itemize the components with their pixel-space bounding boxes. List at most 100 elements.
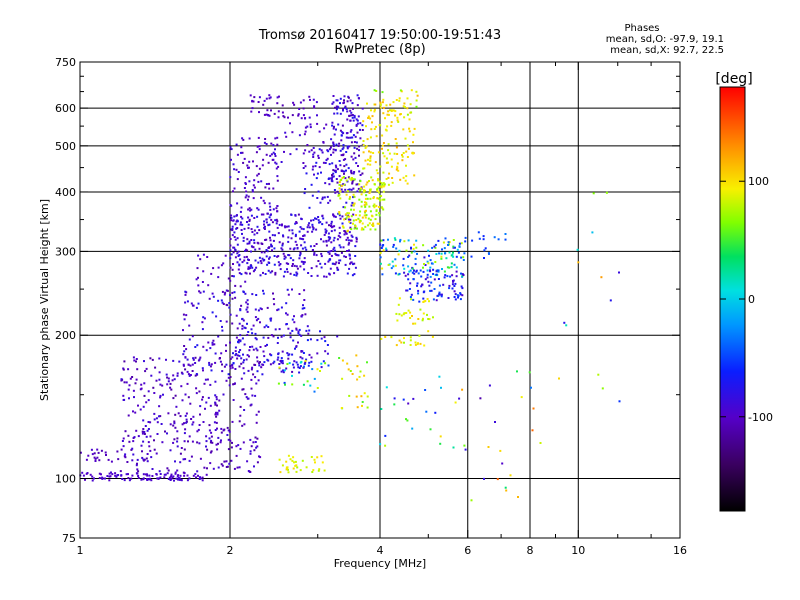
data-point xyxy=(397,169,400,172)
data-point xyxy=(262,289,264,292)
data-point xyxy=(238,351,241,354)
data-point xyxy=(229,146,232,149)
data-point xyxy=(390,267,393,270)
data-point xyxy=(267,114,270,117)
data-point xyxy=(415,90,418,93)
data-point xyxy=(395,99,398,101)
data-point xyxy=(130,448,133,451)
data-point xyxy=(403,341,405,344)
data-point xyxy=(240,151,242,154)
data-point xyxy=(392,265,395,268)
data-point xyxy=(344,218,347,220)
data-point xyxy=(353,262,356,265)
data-point xyxy=(226,426,229,429)
data-point xyxy=(422,297,425,300)
data-point xyxy=(332,141,335,144)
data-point xyxy=(159,476,162,479)
data-point xyxy=(91,475,94,478)
data-point xyxy=(365,201,368,204)
data-point xyxy=(260,308,263,311)
data-point xyxy=(365,194,368,197)
data-point xyxy=(108,479,111,482)
data-point xyxy=(302,262,305,265)
data-point xyxy=(325,240,328,243)
data-point xyxy=(371,179,374,182)
data-point xyxy=(350,234,353,237)
data-point xyxy=(381,207,384,210)
data-point xyxy=(259,260,262,262)
data-point xyxy=(410,111,413,114)
data-point xyxy=(308,150,311,153)
data-point xyxy=(253,465,255,468)
data-point xyxy=(341,124,344,127)
data-point xyxy=(303,307,306,310)
data-point xyxy=(252,324,255,327)
data-point xyxy=(373,203,376,206)
data-point xyxy=(271,234,274,237)
data-point xyxy=(273,303,276,306)
data-point xyxy=(346,145,349,148)
data-point xyxy=(211,441,214,444)
data-point xyxy=(415,99,418,102)
data-point xyxy=(128,384,131,387)
data-point xyxy=(426,276,429,279)
data-point xyxy=(350,155,353,158)
data-point xyxy=(286,288,289,291)
data-point xyxy=(392,109,395,112)
data-point xyxy=(344,158,347,161)
data-point xyxy=(352,172,355,175)
data-point xyxy=(459,298,462,301)
data-point xyxy=(250,445,253,448)
data-point xyxy=(154,366,157,369)
data-point xyxy=(380,182,383,185)
data-point xyxy=(231,364,234,367)
data-point xyxy=(294,464,297,467)
data-point xyxy=(236,153,239,156)
data-point xyxy=(592,192,595,195)
data-point xyxy=(333,189,336,191)
data-point xyxy=(457,251,460,254)
data-point xyxy=(381,144,384,147)
data-point xyxy=(367,117,370,119)
data-point xyxy=(482,238,485,241)
data-point xyxy=(422,312,425,315)
data-point xyxy=(205,440,208,443)
data-point xyxy=(300,227,303,230)
data-point xyxy=(341,148,344,151)
data-point xyxy=(342,158,345,161)
data-point xyxy=(369,157,372,160)
data-point xyxy=(364,205,367,208)
data-point xyxy=(353,146,356,149)
data-point xyxy=(145,367,148,370)
data-point xyxy=(337,106,340,109)
data-point xyxy=(383,183,386,186)
data-point xyxy=(231,291,234,294)
data-point xyxy=(282,235,285,238)
data-point xyxy=(141,430,144,433)
data-point xyxy=(358,183,361,186)
data-point xyxy=(310,219,312,222)
data-point xyxy=(206,467,208,470)
data-point xyxy=(247,397,250,400)
data-point xyxy=(275,207,278,210)
data-point xyxy=(382,190,385,193)
data-point xyxy=(255,347,258,350)
data-point xyxy=(497,238,500,241)
data-point xyxy=(416,94,419,97)
data-point xyxy=(161,441,164,444)
data-point xyxy=(194,356,197,359)
data-point xyxy=(293,461,295,464)
data-point xyxy=(294,214,297,217)
data-point xyxy=(340,178,343,181)
data-point xyxy=(378,185,381,188)
data-point xyxy=(270,109,272,112)
data-point xyxy=(358,170,361,173)
data-point xyxy=(414,322,417,325)
data-point xyxy=(448,284,451,287)
data-point xyxy=(236,219,239,222)
data-point xyxy=(272,151,275,154)
data-point xyxy=(412,397,415,400)
data-point xyxy=(618,400,621,403)
data-point xyxy=(137,477,140,479)
data-point xyxy=(419,269,422,272)
